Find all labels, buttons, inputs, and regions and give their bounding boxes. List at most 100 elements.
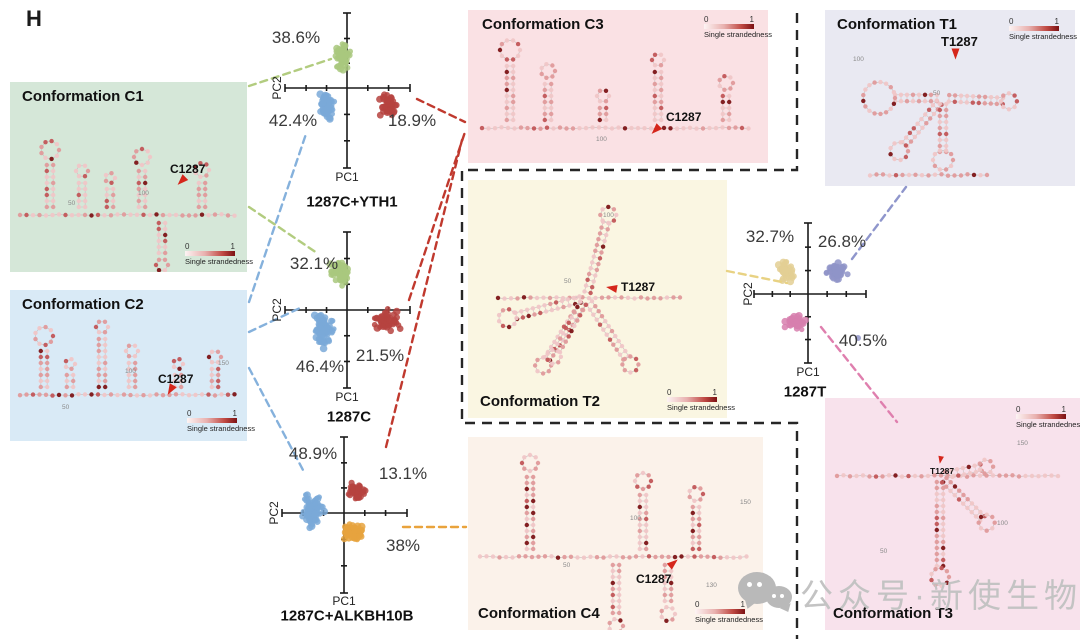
plot-title-1287c: 1287C: [326, 408, 372, 426]
conformation-box-t3: Conformation T3 T1287 150 100 50 0 1 Sing…: [825, 398, 1080, 630]
rna-structure-t1: [861, 79, 1020, 178]
marker-arrow-icon: [605, 283, 618, 293]
position-label: 50: [68, 200, 76, 207]
conformation-title-t3: Conformation T3: [833, 605, 953, 622]
watermark: 公众号·新使生物: [738, 568, 1080, 620]
colorbar-max: 1: [749, 15, 754, 24]
colorbar-label: Single strandedness: [1009, 32, 1077, 41]
colorbar-gradient: [185, 251, 235, 256]
position-label: 50: [62, 404, 70, 411]
conformation-box-c2: Conformation C2 C1287 50 100 150 0 1 Sing…: [10, 290, 255, 441]
colorbar: 0 1 Single strandedness: [1016, 405, 1080, 429]
position-label: 150: [218, 360, 229, 367]
colorbar-gradient: [667, 397, 717, 402]
cluster-percentage: 38%: [385, 536, 421, 555]
colorbar-label: Single strandedness: [704, 30, 772, 39]
x-axis-label: PC1: [335, 170, 359, 184]
nucleotide-marker-c1287: C1287: [170, 162, 206, 176]
colorbar-max: 1: [232, 409, 237, 418]
colorbar-max: 1: [712, 388, 717, 397]
conformation-title-t1: Conformation T1: [837, 16, 957, 33]
cluster-percentage: 42.4%: [268, 111, 318, 130]
colorbar-min: 0: [695, 600, 700, 609]
colorbar-max: 1: [1061, 405, 1066, 414]
cluster-percentage: 32.1%: [289, 254, 339, 273]
colorbar-min: 0: [667, 388, 672, 397]
panel-label: H: [26, 6, 42, 31]
position-label: 100: [603, 212, 614, 219]
colorbar-min: 0: [185, 242, 190, 251]
cluster-percentage: 18.9%: [387, 111, 437, 130]
position-label: 100: [630, 515, 641, 522]
conformation-box-c3: Conformation C3 C1287 100 150 01 Single …: [468, 10, 861, 163]
nucleotide-marker-c1287: C1287: [158, 372, 194, 386]
nucleotide-marker-t1287: T1287: [621, 280, 656, 294]
cluster-percentage: 38.6%: [271, 28, 321, 47]
colorbar-gradient: [704, 24, 754, 29]
cluster-percentage: 40.5%: [838, 331, 888, 350]
colorbar: 0 1 Single strandedness: [185, 242, 253, 266]
plot-title-1287t: 1287T: [783, 383, 827, 401]
rna-structure-t3: [834, 457, 1061, 589]
cluster-percentage: 26.8%: [817, 232, 867, 251]
nucleotide-marker-c1287: C1287: [636, 572, 672, 586]
position-label: 50: [933, 90, 941, 97]
position-label: 50: [563, 562, 571, 569]
position-label: 50: [564, 278, 572, 285]
nucleotide-marker-c1287: C1287: [666, 110, 702, 124]
plot-title-1287c-yth1: 1287C+YTH1: [306, 193, 398, 211]
position-label: 50: [880, 548, 888, 555]
x-axis-label: PC1: [335, 390, 359, 404]
rna-structure-c1: [17, 138, 237, 272]
colorbar-max: 1: [230, 242, 235, 251]
conformation-title-c2: Conformation C2: [22, 296, 144, 313]
colorbar: 0 1 Single strandedness: [187, 409, 255, 433]
y-axis-label: PC2: [267, 501, 281, 525]
cluster-percentage: 21.5%: [355, 346, 405, 365]
position-label: 100: [997, 520, 1008, 527]
conformation-box-c1: Conformation C1 C1287 50 100 0 1 Single s…: [10, 82, 253, 272]
colorbar-min: 0: [704, 15, 709, 24]
wechat-icon: [738, 568, 800, 620]
position-label: 100: [853, 56, 864, 63]
rna-structure-t2: [495, 204, 683, 376]
position-label: 130: [706, 582, 717, 589]
nucleotide-marker-t1287: T1287: [941, 34, 978, 49]
cluster-percentage: 48.9%: [288, 444, 338, 463]
cluster-percentage: 32.7%: [745, 227, 795, 246]
position-label: 150: [1017, 440, 1028, 447]
colorbar-min: 0: [187, 409, 192, 418]
y-axis-label: PC2: [270, 76, 284, 100]
colorbar-label: Single strandedness: [1016, 420, 1080, 429]
conformation-title-c1: Conformation C1: [22, 88, 144, 105]
colorbar: 0 1 Single strandedness: [667, 388, 735, 412]
position-label: 150: [740, 499, 751, 506]
conformation-title-c4: Conformation C4: [478, 605, 600, 622]
colorbar-label: Single strandedness: [185, 257, 253, 266]
cluster-percentage: 46.4%: [295, 357, 345, 376]
colorbar: 0 1 Single strandedness: [1009, 17, 1077, 41]
conformation-box-t2: Conformation T2 T1287 100 50 0 1 Single s…: [468, 180, 735, 418]
position-label: 100: [138, 190, 149, 197]
colorbar-max: 1: [1054, 17, 1059, 26]
marker-arrow-icon: [951, 48, 960, 60]
nucleotide-marker-t1287: T1287: [930, 466, 955, 476]
rna-structure-c2: [17, 319, 237, 398]
plot-title-1287c-alkbh10b: 1287C+ALKBH10B: [280, 607, 414, 625]
colorbar-gradient: [1009, 26, 1059, 31]
conformation-box-t1: Conformation T1 T1287 100 50 0 1 Single s…: [825, 10, 1077, 186]
x-axis-label: PC1: [796, 365, 820, 379]
position-label: 100: [596, 136, 607, 143]
y-axis-label: PC2: [741, 282, 755, 306]
colorbar-gradient: [1016, 414, 1066, 419]
colorbar: 0 1 Single strandedness: [704, 15, 772, 39]
position-label: 100: [125, 368, 136, 375]
colorbar-label: Single strandedness: [187, 424, 255, 433]
x-axis-label: PC1: [332, 594, 356, 608]
colorbar-gradient: [187, 418, 237, 423]
conformation-title-c3: Conformation C3: [482, 16, 604, 33]
y-axis-label: PC2: [270, 298, 284, 322]
cluster-percentage: 13.1%: [378, 464, 428, 483]
watermark-text: 公众号·新使生物: [800, 577, 1080, 614]
